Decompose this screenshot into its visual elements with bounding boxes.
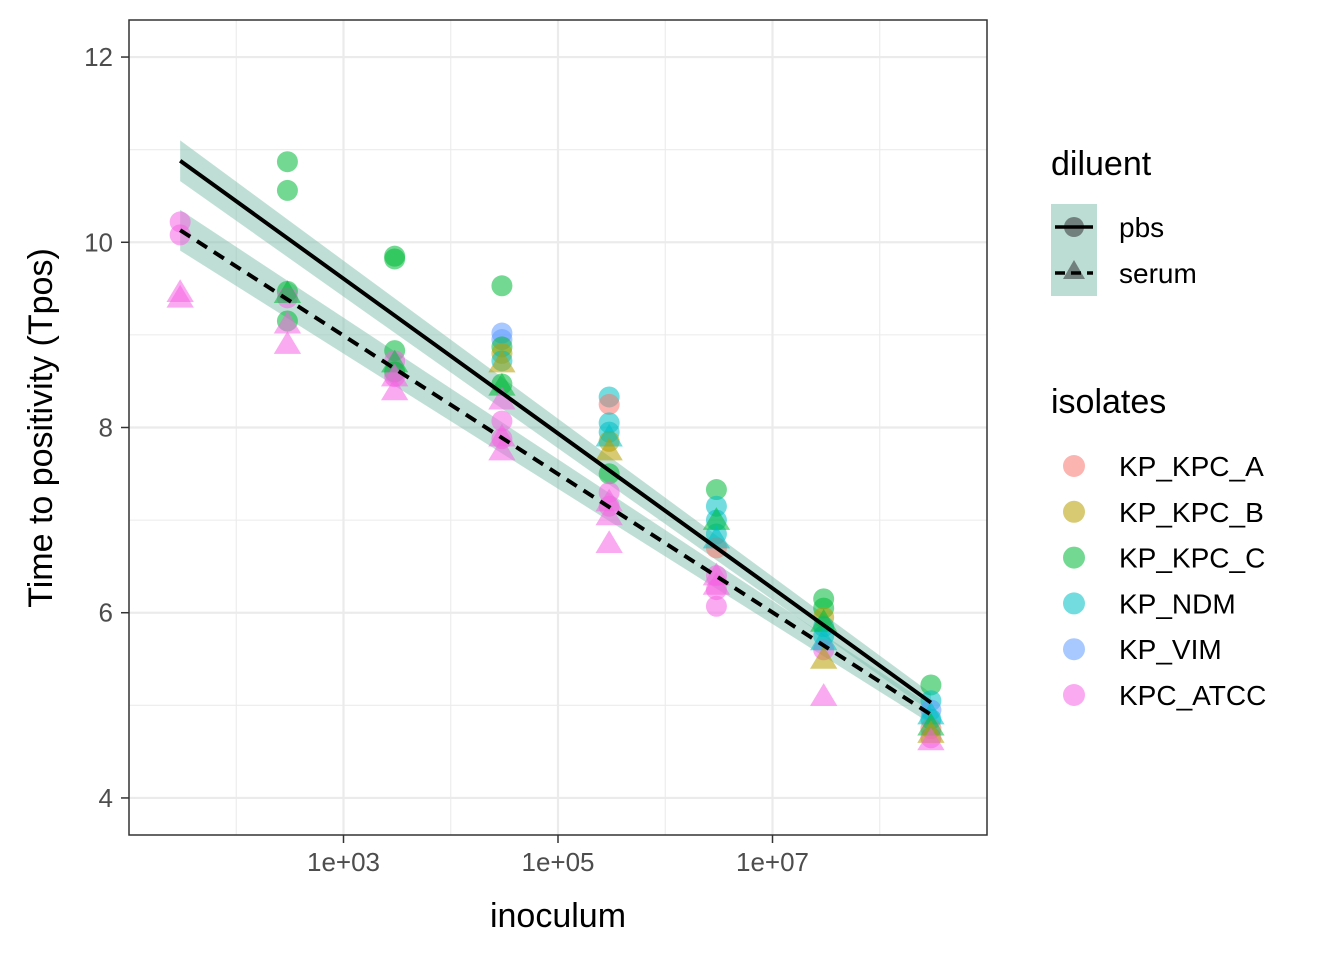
legend-key-kp-ndm <box>1063 592 1085 615</box>
legend-isolates-items: KP_KPC_A KP_KPC_B KP_KPC_C KP_NDM KP_VIM KPC_… <box>1063 451 1266 711</box>
legend-label-kp-kpc-b: KP_KPC_B <box>1119 497 1264 528</box>
y-tick-label: 6 <box>99 598 113 628</box>
x-tick-label: 1e+05 <box>521 847 594 877</box>
legend-label-kpc-atcc: KPC_ATCC <box>1119 680 1266 711</box>
point-kpc-atcc-serum <box>488 437 516 461</box>
point-kpc-atcc-serum <box>381 363 409 387</box>
legend-diluent: diluent pbs serum <box>1051 145 1197 296</box>
legend-key-kp-kpc-c <box>1063 546 1085 569</box>
y-tick-label: 12 <box>84 42 113 72</box>
legend-label-kp-kpc-a: KP_KPC_A <box>1119 451 1264 482</box>
point-kpc-atcc-serum <box>166 284 194 308</box>
point-kp-ndm-serum <box>810 627 838 651</box>
legend-label-pbs: pbs <box>1119 212 1164 243</box>
point-kp-kpc-c-pbs <box>276 179 298 201</box>
data-points <box>166 151 945 751</box>
y-tick-label: 4 <box>99 783 113 813</box>
point-kpc-atcc-serum <box>381 377 409 401</box>
legend-key-kp-kpc-a <box>1063 455 1085 477</box>
point-kp-kpc-c-pbs <box>705 479 727 501</box>
point-kpc-atcc-serum <box>702 571 731 595</box>
x-tick-label: 1e+07 <box>736 847 809 877</box>
y-tick-label: 8 <box>99 413 113 443</box>
point-kpc-atcc-serum <box>488 386 516 410</box>
major-gridlines <box>129 20 987 835</box>
legend-key-kp-vim <box>1063 638 1085 661</box>
x-axis: 1e+03 1e+05 1e+07 <box>307 835 809 877</box>
y-axis-title: Time to positivity (Tpos) <box>22 248 60 608</box>
point-kpc-atcc-serum <box>273 310 302 334</box>
point-kpc-atcc-serum <box>810 683 838 706</box>
point-kpc-atcc-serum <box>595 530 623 554</box>
point-kpc-atcc-pbs <box>705 595 727 617</box>
y-tick-label: 10 <box>84 227 113 257</box>
legend-diluent-title: diluent <box>1051 145 1152 183</box>
legend-label-serum: serum <box>1119 258 1197 289</box>
point-kp-kpc-b-serum <box>488 349 516 373</box>
point-kpc-atcc-serum <box>595 488 623 512</box>
point-kp-kpc-b-serum <box>595 437 623 461</box>
point-kpc-atcc-serum <box>273 331 302 354</box>
point-kp-kpc-c-serum <box>381 349 409 373</box>
y-axis: 4 6 8 10 12 <box>84 42 129 813</box>
legend-label-kp-kpc-c: KP_KPC_C <box>1119 543 1265 574</box>
point-kp-kpc-c-pbs <box>384 248 406 270</box>
point-kp-kpc-c-pbs <box>491 275 513 297</box>
fit-lines <box>179 159 933 717</box>
x-axis-title: inoculum <box>490 897 626 935</box>
point-kpc-atcc-serum <box>595 502 623 526</box>
point-kp-kpc-c-serum <box>702 507 731 530</box>
legend-isolates-title: isolates <box>1051 383 1166 421</box>
point-kp-kpc-c-pbs <box>276 151 298 173</box>
fit-line-pbs <box>179 159 933 705</box>
fit-line-serum <box>179 228 933 717</box>
point-kpc-atcc-pbs <box>169 224 191 246</box>
point-kp-kpc-b-serum <box>810 646 838 669</box>
legend-label-kp-vim: KP_VIM <box>1119 634 1222 665</box>
x-tick-label: 1e+03 <box>307 847 380 877</box>
point-kp-kpc-a-pbs <box>598 393 620 415</box>
legend-label-kp-ndm: KP_NDM <box>1119 588 1236 619</box>
point-kp-kpc-c-pbs <box>920 674 942 696</box>
point-kpc-atcc-serum <box>917 727 945 751</box>
point-kp-kpc-c-serum <box>810 608 838 632</box>
legend-key-kp-kpc-b <box>1063 500 1085 523</box>
point-kp-ndm-serum <box>595 423 623 447</box>
legend-key-kpc-atcc <box>1063 684 1085 706</box>
legend-isolates: isolates KP_KPC_AKP_KPC_BKP_KPC_CKP_NDMK… <box>1051 383 1266 711</box>
point-kpc-atcc-pbs <box>491 410 513 432</box>
